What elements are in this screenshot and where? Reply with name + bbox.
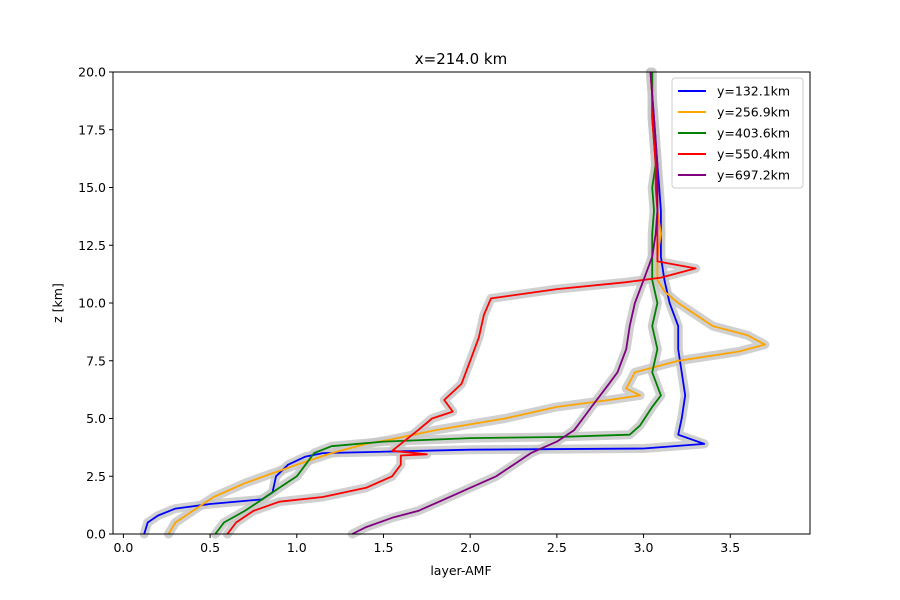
x-tick-label: 3.0 xyxy=(634,540,654,555)
series-line xyxy=(351,71,659,535)
chart-title: x=214.0 km xyxy=(415,50,507,68)
legend-entry: y=550.4km xyxy=(717,147,790,162)
y-tick-label: 5.0 xyxy=(86,411,106,426)
legend-entry: y=132.1km xyxy=(717,84,790,99)
x-tick-label: 0.0 xyxy=(113,540,133,555)
x-tick-label: 1.5 xyxy=(374,540,394,555)
series-line xyxy=(226,71,697,535)
series-line xyxy=(143,72,706,535)
y-axis-ticks: 0.0 2.5 5.0 7.5 10.0 12.5 15.0 17.5 20.0 xyxy=(78,65,113,542)
series-lines xyxy=(143,71,766,535)
legend-entry: y=256.9km xyxy=(717,105,790,120)
y-tick-label: 0.0 xyxy=(86,527,106,542)
y-axis-label: z [km] xyxy=(50,283,65,323)
y-tick-label: 7.5 xyxy=(86,353,106,368)
y-tick-label: 2.5 xyxy=(86,469,106,484)
x-tick-label: 0.5 xyxy=(200,540,220,555)
legend-box xyxy=(671,77,804,189)
x-tick-label: 2.5 xyxy=(547,540,567,555)
x-axis-label: layer-AMF xyxy=(430,563,491,578)
series-line xyxy=(214,72,662,535)
y-tick-label: 10.0 xyxy=(78,296,106,311)
x-tick-label: 2.0 xyxy=(460,540,480,555)
uncertainty-band xyxy=(139,67,709,539)
x-tick-label: 1.0 xyxy=(287,540,307,555)
legend-entry: y=403.6km xyxy=(717,126,790,141)
x-axis-ticks: 0.0 0.5 1.0 1.5 2.0 2.5 3.0 3.5 xyxy=(113,534,740,555)
y-tick-label: 12.5 xyxy=(78,238,106,253)
x-tick-label: 3.5 xyxy=(720,540,740,555)
y-tick-label: 20.0 xyxy=(78,65,106,80)
legend-entry: y=697.2km xyxy=(717,168,790,183)
y-tick-label: 17.5 xyxy=(78,122,106,137)
legend: y=132.1km y=256.9km y=403.6km y=550.4km y=69… xyxy=(671,77,804,189)
y-tick-label: 15.0 xyxy=(78,180,106,195)
